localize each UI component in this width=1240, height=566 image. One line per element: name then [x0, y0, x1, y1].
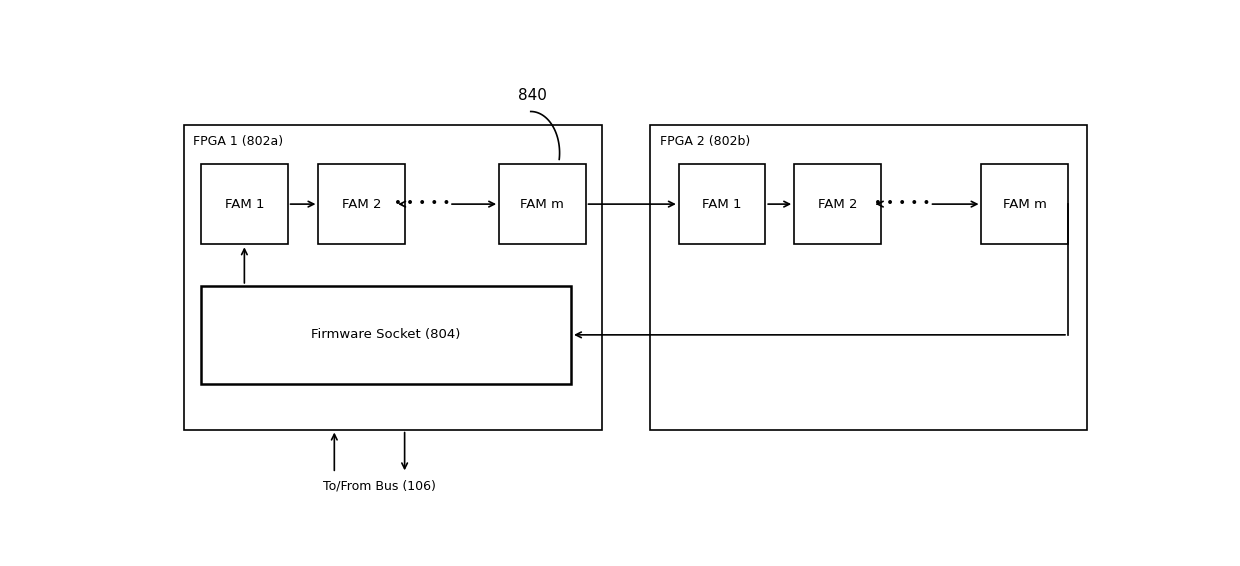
FancyBboxPatch shape — [982, 164, 1068, 245]
Text: FPGA 1 (802a): FPGA 1 (802a) — [193, 135, 284, 148]
Text: FAM 1: FAM 1 — [702, 198, 742, 211]
Text: FAM 2: FAM 2 — [817, 198, 857, 211]
Text: 840: 840 — [518, 88, 547, 102]
FancyBboxPatch shape — [184, 125, 601, 430]
Text: • • • • •: • • • • • — [394, 198, 450, 211]
Text: FAM m: FAM m — [521, 198, 564, 211]
Text: To/From Bus (106): To/From Bus (106) — [322, 480, 435, 493]
FancyBboxPatch shape — [794, 164, 880, 245]
FancyBboxPatch shape — [678, 164, 765, 245]
FancyBboxPatch shape — [319, 164, 404, 245]
FancyBboxPatch shape — [650, 125, 1087, 430]
Text: FAM m: FAM m — [1003, 198, 1047, 211]
Text: FAM 2: FAM 2 — [342, 198, 382, 211]
FancyBboxPatch shape — [201, 286, 572, 384]
Text: FAM 1: FAM 1 — [224, 198, 264, 211]
FancyBboxPatch shape — [201, 164, 288, 245]
Text: • • • • •: • • • • • — [874, 198, 931, 211]
Text: FPGA 2 (802b): FPGA 2 (802b) — [660, 135, 750, 148]
FancyBboxPatch shape — [498, 164, 585, 245]
Text: Firmware Socket (804): Firmware Socket (804) — [311, 328, 461, 341]
